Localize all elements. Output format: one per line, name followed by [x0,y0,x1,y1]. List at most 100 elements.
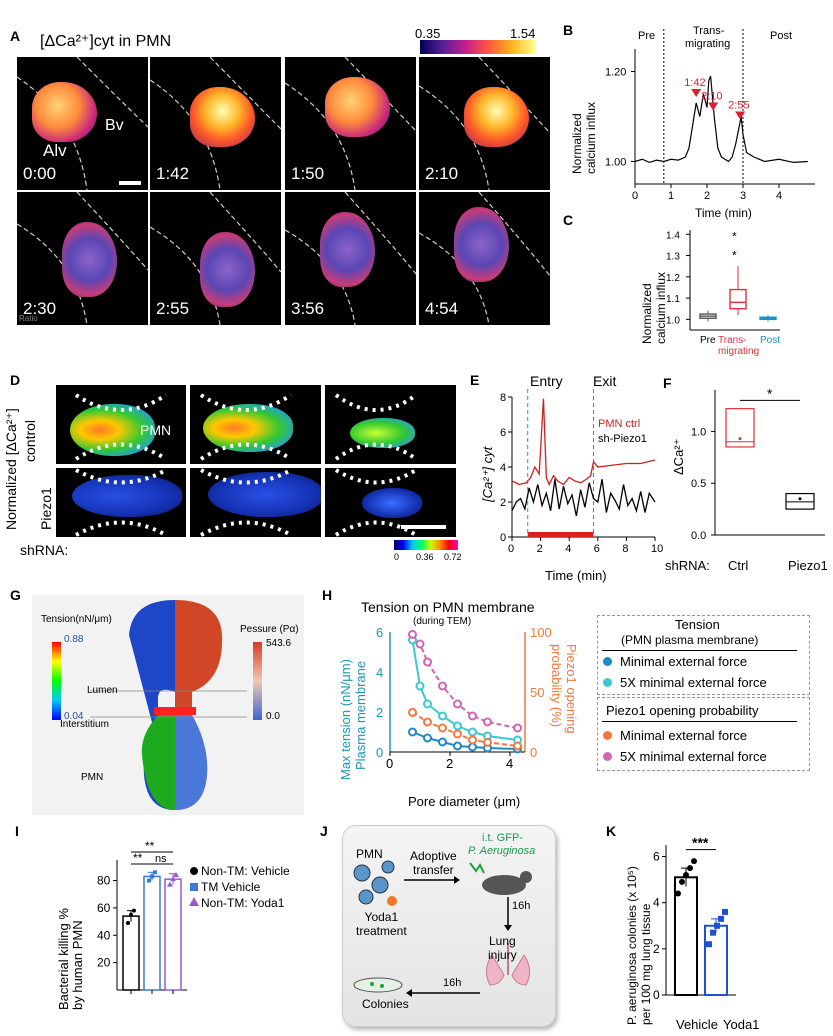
e-series-line [511,479,656,517]
lumen-label: Lumen [87,685,118,696]
timelapse-frame: 0:00 [17,57,148,190]
f-category-label: Piezo1 [788,558,828,573]
panel-label-e: E [470,372,480,388]
panel-c-ylabel-2: calcium influx [654,272,668,344]
b-peak-marker [691,89,702,97]
legend-i-marker-2 [190,883,198,891]
b-peak-label: 1:42 [684,77,705,89]
i-point [167,881,173,887]
h16-label-b: 16h [443,977,462,989]
model-right-pmn [175,715,208,810]
vessel-wall-top-2 [199,393,293,412]
vessel-outline [419,232,490,325]
panel-d-divider-1 [186,385,190,537]
panel-h-ylabel-left-1: Max tension (nN/μm) [338,659,353,780]
i-bar [164,878,182,991]
h-point [483,737,492,747]
panel-k-cat-yoda1: Yoda1 [723,1017,760,1032]
i-y-tick-label: 60 [97,901,111,915]
legend-tension-min: Minimal external force [620,654,748,669]
k-point [679,878,685,885]
pmn-cell [464,87,529,147]
h-point [423,733,432,743]
e-y-tick-label: 8 [500,392,506,404]
panel-h-subtitle: (during TEM) [413,616,472,627]
panel-d-overlay [56,385,456,537]
panel-h-xlabel: Pore diameter (μm) [408,794,520,809]
k-point [706,941,712,948]
b-peak-label: 2:10 [701,91,722,103]
timelapse-frame: 4:54 [419,192,550,325]
c-star: * [732,249,737,263]
i-point [129,912,133,917]
petri-dish-icon [353,977,403,993]
timelapse-frame: 1:50 [285,57,416,190]
h-y-tick-label-left: 0 [376,745,383,760]
e-y-tick-label: 4 [500,462,506,474]
lung-right-icon [511,954,530,986]
f-point [798,497,802,501]
legend-dot-piezo-5x [603,752,612,761]
vessel-wall-top-3 [334,393,418,412]
panel-a-colorbar-max: 1.54 [510,26,536,41]
timestamp-label: 2:55 [156,299,190,318]
region-bv: Bv [105,117,124,134]
h-x-tick-label: 0 [386,756,393,771]
panel-j-diagram [353,860,532,997]
pmn-cell-2 [371,876,389,894]
pmn-cell [320,212,375,287]
timestamp-label: 2:10 [425,164,459,183]
i-point [147,878,151,883]
legend-piezo-5x: 5X minimal external force [620,749,767,764]
pmn-label-j: PMN [356,847,383,861]
h-point [408,727,417,737]
panel-b-ylabel-2: calcium influx [584,102,598,174]
h-point [415,639,425,649]
panel-d-divider-row [56,464,456,468]
legend-pmn-ctrl: PMN ctrl [598,418,640,430]
panel-h-ylabel-left-2: Plasma membrane [353,661,368,770]
vessel-outline [209,57,281,130]
arrow-left-head [406,989,412,997]
bacteria-icon [469,862,485,874]
c-y-tick-label: 1.3 [666,252,680,263]
c-category-label: Post [760,335,780,346]
vessel-wall-top-5 [200,468,292,485]
panel-label-h: H [322,587,333,603]
tension-label: Tension(nN/μm) [41,614,112,625]
legend-piezo-min: Minimal external force [620,728,748,743]
row-piezo-label: Piezo1 [38,487,54,530]
frame-vessel-outline [419,192,550,325]
panel-label-k: K [606,823,617,839]
vessel-outline [76,192,148,271]
exit-label: Exit [593,373,616,389]
h-point [438,723,447,733]
b-x-tick-label: 1 [668,190,674,202]
e-x-tick-label: 2 [537,543,543,555]
pmn-cell [454,207,509,282]
shrna-label-f: shRNA: [665,558,710,573]
k-y-tick-label: 2 [653,942,660,956]
vessel-wall-bottom-2 [199,442,293,461]
h-point [423,717,432,727]
ratio-label: Ratio [19,314,38,323]
h-point [438,737,447,747]
panel-k-chart: 0 2 4 6 *** [653,835,736,1002]
b-peak-marker [708,102,719,111]
vessel-wall-bottom-6 [334,520,418,537]
panel-g-model [52,600,262,810]
c-box [729,288,747,310]
treatment-label: Yoda1 treatment [356,910,407,938]
k-point [718,915,724,922]
h16-label-a: 16h [512,900,531,912]
legend-tension-title: Tension [675,617,720,632]
pmn-cell [32,82,97,142]
panel-a-colorbar-min: 0.35 [415,26,441,41]
panel-label-c: C [563,212,574,228]
vessel-wall-bottom-3 [334,442,418,461]
pressure-min: 0.0 [266,711,280,722]
piezo1-cell [362,488,422,518]
pmn-cell [62,222,117,297]
h-x-tick-label: 2 [446,756,453,771]
